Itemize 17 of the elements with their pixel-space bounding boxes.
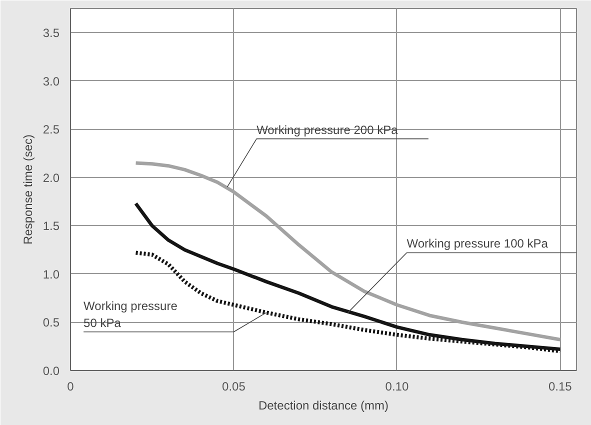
annotation: Working pressure 100 kPa xyxy=(406,236,548,251)
y-axis-title: Response time (sec) xyxy=(20,134,35,245)
annotation: Working pressure 200 kPa xyxy=(256,122,398,137)
y-tick-label: 1.0 xyxy=(42,267,60,282)
x-tick-label: 0.10 xyxy=(385,380,409,394)
y-tick-label: 2.0 xyxy=(42,170,60,185)
y-tick-label: 1.5 xyxy=(42,219,60,234)
x-tick-label: 0.05 xyxy=(222,380,246,394)
y-tick-label: 3.0 xyxy=(42,74,60,88)
annotation: Working pressure 50 kPa xyxy=(84,299,178,330)
y-tick-label: 3.5 xyxy=(42,26,60,40)
y-tick-label: 2.5 xyxy=(42,122,60,137)
y-tick-label: 0.0 xyxy=(42,364,60,378)
y-tick-label: 0.5 xyxy=(42,316,60,330)
x-tick-label: 0 xyxy=(67,380,74,394)
x-axis-title: Detection distance (mm) xyxy=(258,398,389,412)
x-tick-label: 0.15 xyxy=(548,380,572,394)
